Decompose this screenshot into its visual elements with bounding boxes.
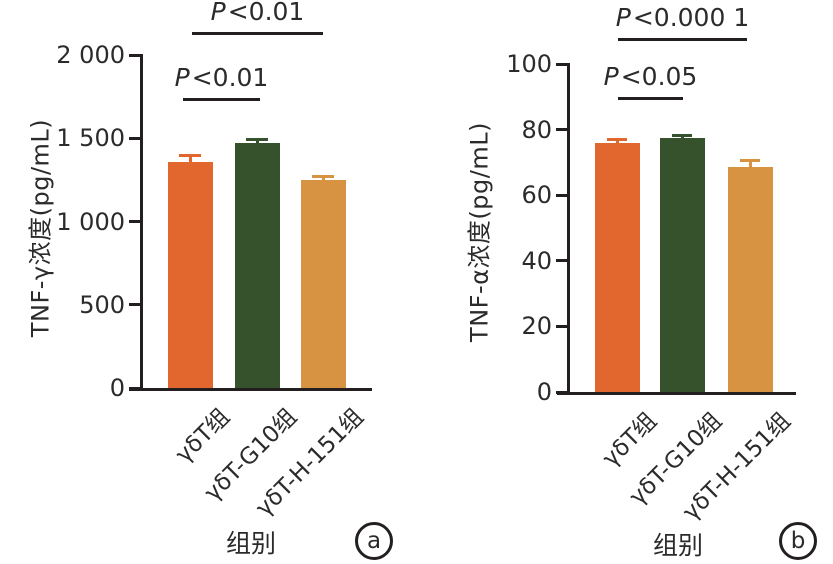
error-bar-cap xyxy=(246,138,268,142)
significance-bracket xyxy=(183,98,260,101)
x-axis-title-panel-b: 组别 xyxy=(652,531,704,560)
x-axis-line xyxy=(129,388,372,391)
significance-bracket xyxy=(618,97,683,100)
x-axis-line xyxy=(557,392,796,395)
error-bar-stem xyxy=(321,176,325,184)
error-bar-stem xyxy=(615,139,619,147)
error-bar-cap xyxy=(607,137,627,141)
bar xyxy=(300,179,346,388)
y-tick-label: 40 xyxy=(521,246,552,275)
y-tick-label: 0 xyxy=(536,378,552,406)
bar xyxy=(167,162,213,388)
y-tick-label: 0 xyxy=(109,374,125,402)
bar xyxy=(659,137,705,392)
y-tick xyxy=(129,136,140,140)
bar xyxy=(727,167,773,392)
y-tick xyxy=(556,390,567,394)
significance-label: P<0.000 1 xyxy=(615,3,750,32)
y-tick xyxy=(129,386,140,390)
significance-label: P<0.05 xyxy=(603,62,698,91)
y-axis-line xyxy=(567,62,570,395)
panel-marker-b: b xyxy=(779,522,817,560)
y-tick-label: 1 000 xyxy=(56,207,125,236)
significance-bracket xyxy=(618,38,747,41)
panel-marker-a: a xyxy=(355,522,393,560)
y-tick-label: 2 000 xyxy=(56,41,125,69)
significance-label: P<0.01 xyxy=(174,63,269,92)
error-bar-stem xyxy=(680,135,684,142)
y-tick xyxy=(129,53,140,57)
y-tick-label: 1 500 xyxy=(56,124,125,153)
y-tick xyxy=(556,324,567,328)
bar xyxy=(594,142,640,392)
bar xyxy=(234,143,280,388)
y-tick xyxy=(556,62,567,66)
y-tick-label: 60 xyxy=(521,181,552,210)
y-tick xyxy=(129,303,140,307)
y-tick xyxy=(556,128,567,132)
y-tick xyxy=(556,193,567,197)
error-bar-cap xyxy=(740,159,760,163)
y-axis-line xyxy=(140,53,143,391)
y-tick-label: 20 xyxy=(521,312,552,341)
y-tick xyxy=(129,220,140,223)
y-tick xyxy=(556,259,567,263)
x-axis-title-panel-a: 组别 xyxy=(225,529,277,558)
error-bar-stem xyxy=(255,139,259,148)
error-bar-stem xyxy=(188,155,192,167)
error-bar-cap xyxy=(179,154,201,158)
y-tick-label: 100 xyxy=(506,50,552,78)
error-bar-cap xyxy=(672,133,692,137)
significance-label: P<0.01 xyxy=(210,0,305,26)
error-bar-cap xyxy=(312,175,334,179)
significance-bracket xyxy=(192,32,323,35)
y-tick-label: 500 xyxy=(79,290,125,319)
y-tick-label: 80 xyxy=(521,115,552,144)
error-bar-stem xyxy=(748,160,752,172)
